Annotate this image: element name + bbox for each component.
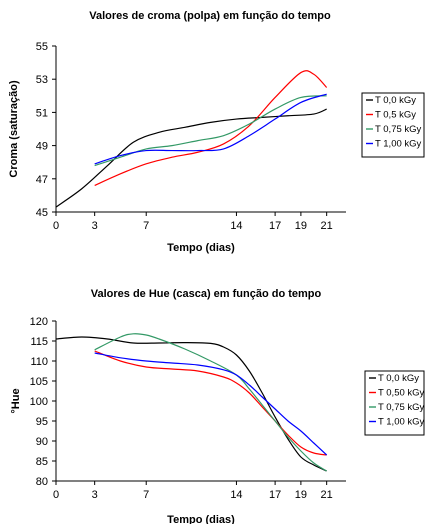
x-tick-label: 7 [143,220,149,232]
x-tick-label: 21 [321,220,333,232]
series-line-4 [94,93,327,165]
series-line-3 [94,95,327,167]
y-tick-label: 90 [36,436,48,448]
y-tick-label: 120 [30,316,48,328]
series-line-4 [94,352,328,456]
legend-label: T 0,0 kGy [378,373,419,384]
y-tick-label: 100 [30,396,48,408]
x-tick-label: 0 [53,220,59,232]
x-tick-label: 17 [269,489,281,501]
x-tick-label: 0 [53,489,59,501]
x-tick-label: 3 [92,489,98,501]
x-tick-label: 7 [143,489,149,501]
y-tick-label: 105 [30,376,48,388]
legend: T 0,0 kGy T 0,5 kGy T 0,75 kGy T 1,00 kGy [361,92,425,158]
x-tick-label: 21 [321,489,333,501]
legend-box [361,92,425,158]
legend-box [364,370,425,436]
x-axis-label: Tempo (dias) [167,514,235,524]
series-line-2 [94,350,327,456]
y-tick-label: 115 [30,336,48,348]
legend-label: T 0,75 kGy [375,124,422,135]
y-tick-label: 110 [30,356,48,368]
y-tick-label: 80 [36,476,48,488]
chart-2: Valores de Hue (casca) em função do temp… [10,288,425,524]
x-tick-label: 14 [230,489,242,501]
y-tick-label: 51 [36,107,48,119]
series-line-2 [94,70,328,186]
legend-label: T 0,5 kGy [375,110,416,121]
y-tick-label: 45 [36,207,48,219]
x-tick-label: 3 [92,220,98,232]
series-line-1 [55,336,327,472]
series-line-3 [94,333,327,472]
y-tick-label: 53 [36,74,48,86]
legend: T 0,0 kGy T 0,50 kGy T 0,75 kGy T 1,00 kGy [364,370,425,436]
y-axis-label: Croma (saturação) [8,80,20,178]
chart-title: Valores de croma (polpa) em função do te… [89,10,331,22]
y-tick-label: 47 [36,174,48,186]
x-tick-label: 14 [230,220,242,232]
x-tick-label: 19 [295,489,307,501]
y-axis-label: °Hue [10,388,22,413]
x-axis-label: Tempo (dias) [167,242,235,254]
y-tick-label: 49 [36,141,48,153]
y-tick-label: 85 [36,456,48,468]
series-line-1 [55,108,327,208]
legend-label: T 0,50 kGy [378,388,425,399]
legend-label: T 1,00 kGy [378,417,425,428]
y-tick-label: 95 [36,416,48,428]
chart-1: Valores de croma (polpa) em função do te… [8,10,425,254]
y-tick-label: 55 [36,41,48,53]
x-tick-label: 17 [269,220,281,232]
chart-title: Valores de Hue (casca) em função do temp… [91,288,322,300]
legend-label: T 0,0 kGy [375,95,416,106]
legend-label: T 0,75 kGy [378,402,425,413]
x-tick-label: 19 [295,220,307,232]
legend-label: T 1,00 kGy [375,139,422,150]
